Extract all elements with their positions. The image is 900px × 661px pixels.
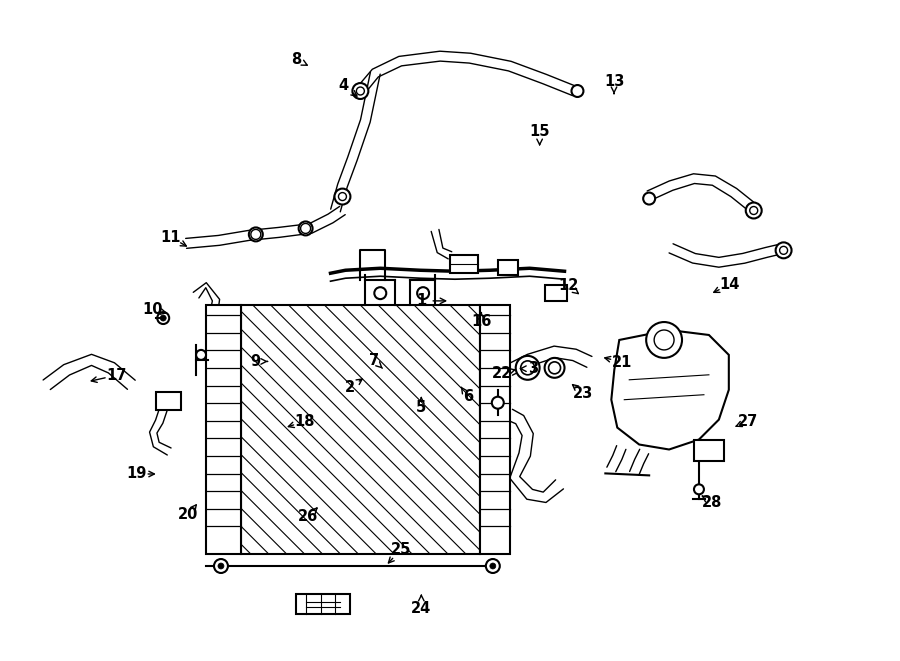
Circle shape (338, 192, 346, 200)
Bar (694, 440, 724, 461)
Circle shape (490, 563, 496, 569)
Text: 2: 2 (345, 380, 355, 395)
Circle shape (572, 85, 583, 97)
Polygon shape (185, 206, 346, 249)
Text: 5: 5 (416, 400, 427, 415)
Circle shape (486, 559, 500, 573)
Polygon shape (669, 243, 785, 267)
Circle shape (646, 322, 682, 358)
Circle shape (417, 287, 429, 299)
Bar (296, 594, 350, 614)
Text: 19: 19 (126, 467, 147, 481)
Polygon shape (194, 283, 220, 319)
Polygon shape (356, 51, 576, 96)
Circle shape (214, 559, 228, 573)
Circle shape (779, 247, 788, 254)
Text: 21: 21 (612, 354, 633, 369)
Text: 20: 20 (178, 507, 199, 522)
Text: 15: 15 (529, 124, 550, 139)
Circle shape (544, 358, 564, 378)
Text: 10: 10 (142, 302, 163, 317)
Bar (544, 285, 566, 301)
Text: 23: 23 (572, 385, 593, 401)
Text: 17: 17 (106, 368, 127, 383)
Circle shape (356, 87, 365, 95)
Polygon shape (149, 408, 171, 455)
Circle shape (158, 312, 169, 324)
Circle shape (516, 356, 540, 380)
Polygon shape (43, 354, 135, 389)
Text: 3: 3 (528, 361, 538, 376)
Circle shape (299, 221, 312, 235)
Circle shape (549, 362, 561, 374)
Circle shape (644, 192, 655, 204)
Text: 27: 27 (737, 414, 758, 429)
Circle shape (374, 287, 386, 299)
Text: 1: 1 (416, 293, 427, 309)
Circle shape (776, 243, 792, 258)
Polygon shape (507, 346, 592, 375)
Circle shape (746, 202, 761, 219)
Text: 24: 24 (411, 601, 431, 616)
Text: 22: 22 (492, 366, 512, 381)
Polygon shape (607, 446, 625, 472)
Polygon shape (630, 449, 649, 475)
Text: 16: 16 (472, 315, 491, 329)
Circle shape (196, 350, 206, 360)
Text: 28: 28 (701, 496, 722, 510)
Text: 14: 14 (719, 277, 740, 292)
Text: 7: 7 (369, 352, 379, 368)
Text: 11: 11 (160, 229, 181, 245)
Circle shape (521, 361, 535, 375)
Circle shape (160, 315, 166, 321)
Bar (241, 305, 480, 554)
Polygon shape (507, 409, 563, 502)
Text: 13: 13 (604, 74, 625, 89)
Bar (206, 305, 241, 554)
Text: 4: 4 (338, 78, 348, 93)
Circle shape (218, 563, 224, 569)
Polygon shape (431, 229, 452, 259)
Circle shape (335, 188, 350, 204)
Text: 6: 6 (463, 389, 473, 405)
Bar (498, 260, 518, 275)
Text: 8: 8 (291, 52, 301, 67)
Circle shape (353, 83, 368, 99)
Text: 12: 12 (558, 278, 579, 293)
Bar (157, 392, 181, 410)
Circle shape (750, 206, 758, 214)
Circle shape (248, 227, 263, 241)
Bar (480, 305, 509, 554)
Polygon shape (647, 174, 757, 212)
Circle shape (694, 485, 704, 494)
Text: 18: 18 (294, 414, 315, 429)
Bar (450, 255, 478, 273)
Polygon shape (330, 72, 380, 212)
Text: 26: 26 (298, 509, 319, 524)
Text: 9: 9 (250, 354, 261, 369)
Circle shape (654, 330, 674, 350)
Circle shape (491, 397, 504, 408)
Text: 25: 25 (391, 542, 411, 557)
